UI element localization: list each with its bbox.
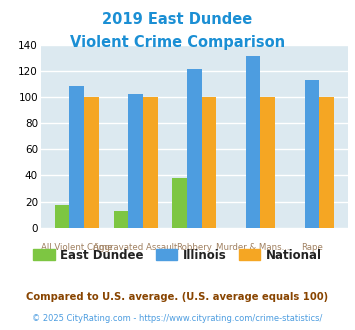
Text: © 2025 CityRating.com - https://www.cityrating.com/crime-statistics/: © 2025 CityRating.com - https://www.city… xyxy=(32,314,323,323)
Bar xyxy=(55,206,70,228)
Bar xyxy=(246,56,261,228)
Bar xyxy=(202,97,217,228)
Text: Violent Crime Comparison: Violent Crime Comparison xyxy=(70,35,285,50)
Text: Aggravated Assault: Aggravated Assault xyxy=(93,243,178,252)
Bar xyxy=(187,69,202,228)
Text: 2019 East Dundee: 2019 East Dundee xyxy=(102,12,253,26)
Bar xyxy=(305,80,319,228)
Text: Murder & Mans...: Murder & Mans... xyxy=(217,243,290,252)
Bar xyxy=(84,97,99,228)
Bar xyxy=(143,97,158,228)
Bar xyxy=(70,86,84,228)
Bar xyxy=(319,97,334,228)
Legend: East Dundee, Illinois, National: East Dundee, Illinois, National xyxy=(29,244,326,266)
Bar xyxy=(172,178,187,228)
Text: Rape: Rape xyxy=(301,243,323,252)
Text: All Violent Crime: All Violent Crime xyxy=(41,243,113,252)
Text: Robbery: Robbery xyxy=(176,243,212,252)
Bar xyxy=(261,97,275,228)
Text: Compared to U.S. average. (U.S. average equals 100): Compared to U.S. average. (U.S. average … xyxy=(26,292,329,302)
Bar xyxy=(114,211,128,228)
Bar xyxy=(128,94,143,228)
